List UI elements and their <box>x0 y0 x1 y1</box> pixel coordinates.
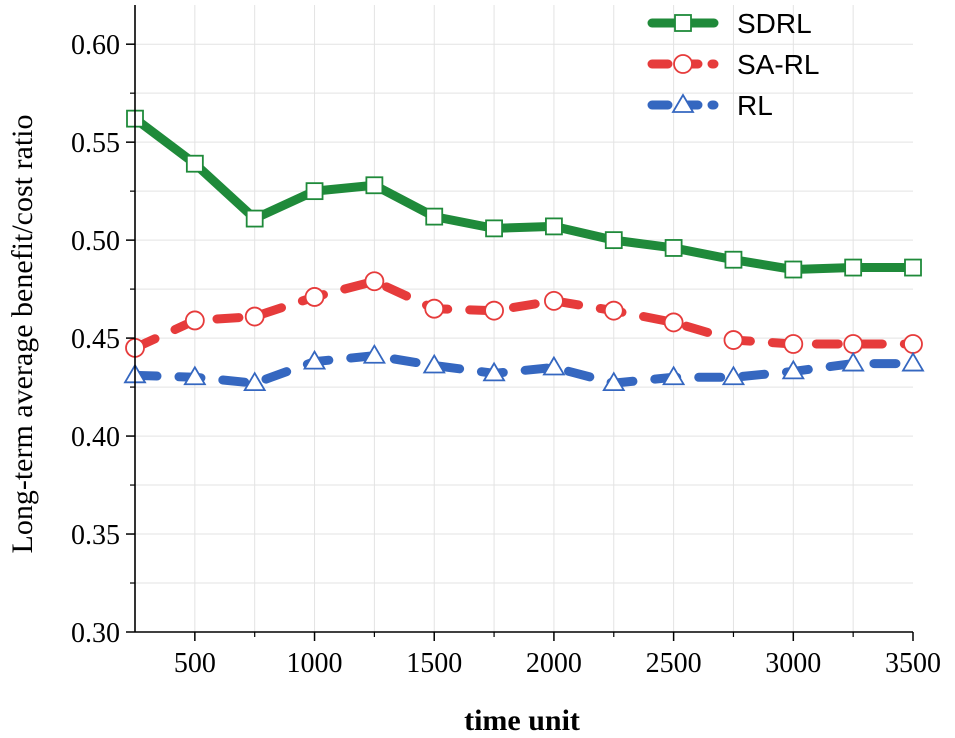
x-tick-label: 2000 <box>526 648 582 679</box>
x-tick-label: 3500 <box>885 648 941 679</box>
legend-marker-sa-rl <box>673 54 693 74</box>
data-point-rl <box>482 361 506 382</box>
data-point-rl <box>243 371 267 392</box>
series-line-sdrl <box>130 114 918 275</box>
data-point-sa-rl <box>843 334 864 354</box>
series-rl <box>123 343 925 392</box>
legend-item-rl: RL <box>647 90 773 121</box>
data-point-sa-rl <box>603 300 624 321</box>
y-tick-label: 0.60 <box>71 30 120 61</box>
data-point-sa-rl <box>544 290 564 311</box>
data-point-rl <box>841 351 865 372</box>
y-tick-label: 0.40 <box>71 422 120 453</box>
legend-marker-sdrl <box>674 14 692 32</box>
data-point-sa-rl <box>244 306 265 327</box>
data-point-sa-rl <box>663 312 684 333</box>
y-tick-label: 0.50 <box>71 226 120 257</box>
data-point-rl <box>721 365 746 386</box>
data-point-sdrl <box>545 217 563 236</box>
data-point-sdrl <box>305 182 324 201</box>
legend-label: SA-RL <box>737 49 819 80</box>
data-point-rl <box>302 349 327 370</box>
data-point-sdrl <box>784 260 803 279</box>
x-tick-label: 2500 <box>646 648 702 679</box>
data-point-sa-rl <box>184 310 205 331</box>
data-point-rl <box>781 359 805 380</box>
data-point-sdrl <box>664 239 683 257</box>
axes: 500 1000 1500 2000 2500 3000 3500 0.30 0.35 0.40 0… <box>71 5 941 679</box>
x-axis-title: time unit <box>464 704 580 737</box>
legend-item-sa-rl: SA-RL <box>647 49 819 80</box>
data-point-rl <box>901 351 925 372</box>
data-point-rl <box>183 365 207 386</box>
grid <box>135 5 913 632</box>
data-point-sa-rl <box>484 300 504 321</box>
series-sa-rl <box>125 271 923 358</box>
legend: SDRL SA-RL RL <box>647 8 819 121</box>
data-point-rl <box>542 355 566 376</box>
x-tick-label: 1500 <box>406 648 462 679</box>
y-tick-label: 0.30 <box>71 618 120 649</box>
y-tick-label: 0.35 <box>71 520 120 551</box>
series-group <box>123 109 925 392</box>
legend-marker-rl <box>671 93 695 113</box>
data-point-rl <box>362 343 386 364</box>
data-point-sdrl <box>485 219 503 238</box>
data-point-rl <box>662 365 686 386</box>
data-point-sa-rl <box>304 287 325 307</box>
data-point-sa-rl <box>364 271 385 292</box>
data-point-sdrl <box>724 250 743 269</box>
data-point-sa-rl <box>424 298 445 319</box>
y-axis-title: Long-term average benefit/cost ratio <box>6 115 39 554</box>
series-sdrl <box>126 109 922 279</box>
x-tick-label: 500 <box>174 648 216 679</box>
data-point-sdrl <box>844 258 863 277</box>
data-point-sdrl <box>245 209 264 228</box>
data-point-sa-rl <box>723 330 744 350</box>
series-line-rl <box>130 351 918 388</box>
data-point-sdrl <box>365 176 384 195</box>
data-point-sdrl <box>904 258 922 277</box>
x-tick-label: 3000 <box>765 648 821 679</box>
series-line-sa-rl <box>130 276 918 353</box>
y-tick-label: 0.45 <box>71 324 120 355</box>
data-point-sa-rl <box>903 334 923 354</box>
legend-label: RL <box>737 90 773 121</box>
x-tick-label: 1000 <box>287 648 343 679</box>
legend-item-sdrl: SDRL <box>647 8 812 39</box>
y-tick-label: 0.55 <box>71 128 120 159</box>
data-point-sdrl <box>425 207 444 226</box>
data-point-sa-rl <box>783 334 804 354</box>
data-point-rl <box>602 371 626 392</box>
data-point-rl <box>422 353 446 374</box>
data-point-sdrl <box>604 231 623 250</box>
legend-label: SDRL <box>737 8 812 39</box>
data-point-sdrl <box>185 154 204 173</box>
